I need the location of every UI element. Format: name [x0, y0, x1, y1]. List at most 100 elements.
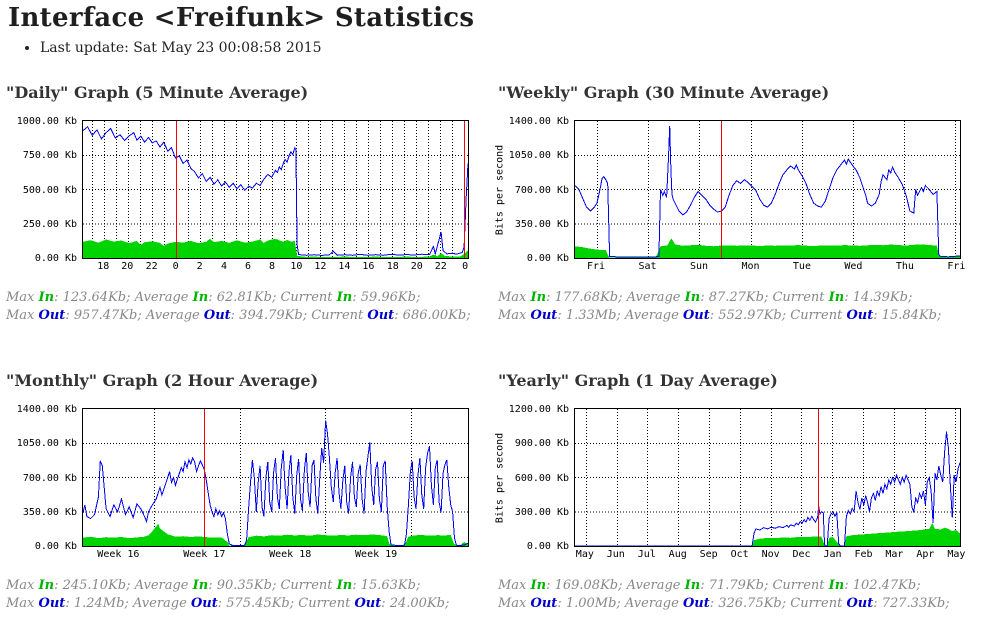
last-update-text: Last update: Sat May 23 00:08:58 2015 — [40, 40, 990, 56]
yearly-y-axis-labels: 1200.00 Kb 900.00 Kb 600.00 Kb 300.00 Kb 0.0… — [508, 404, 574, 552]
y-tick-label: 1400.00 Kb — [508, 116, 569, 128]
stat-out-word: Out — [682, 308, 710, 324]
stat-in-word: In — [336, 578, 353, 594]
panel-yearly: "Yearly" Graph (1 Day Average) Bits per … — [492, 344, 990, 632]
x-tick-label: Fri — [587, 261, 606, 273]
daily-y-axis-labels: 1000.00 Kb 750.00 Kb 500.00 Kb 250.00 Kb 0.0… — [0, 116, 82, 264]
x-tick-label: Oct — [730, 549, 749, 561]
y-tick-label: 900.00 Kb — [514, 438, 569, 450]
monthly-x-axis-labels: Week 16 Week 17 Week 18 Week 19 — [82, 549, 469, 564]
x-tick-label: 20 — [410, 261, 423, 273]
x-tick-label: 16 — [362, 261, 375, 273]
panel-weekly: "Weekly" Graph (30 Minute Average) Bits … — [492, 56, 990, 344]
stat-out-word: Out — [203, 308, 231, 324]
yearly-x-axis-labels: May Jun Jul Aug Sep Oct Nov Dec Jan Feb Mar Apr May — [574, 549, 966, 564]
y-tick-label: 250.00 Kb — [22, 218, 77, 230]
x-tick-label: Week 18 — [269, 549, 312, 561]
x-tick-label: 20 — [121, 261, 134, 273]
daily-graph-image: 1000.00 Kb 750.00 Kb 500.00 Kb 250.00 Kb 0.0… — [0, 116, 492, 276]
stat-out-word: Out — [530, 308, 558, 324]
stat-out-word: Out — [530, 596, 558, 612]
x-tick-label: Sep — [699, 549, 718, 561]
monthly-y-axis-labels: 1400.00 Kb 1050.00 Kb 700.00 Kb 350.00 Kb 0.… — [0, 404, 82, 552]
daily-stats-out: Max Out: 957.47Kb; Average Out: 394.79Kb… — [6, 308, 471, 324]
x-tick-label: Fri — [947, 261, 966, 273]
x-tick-label: Jun — [606, 549, 625, 561]
panel-monthly: "Monthly" Graph (2 Hour Average) 1400.00… — [0, 344, 492, 632]
x-tick-label: Week 16 — [97, 549, 140, 561]
weekly-stats-in: Max In: 177.68Kb; Average In: 87.27Kb; C… — [498, 290, 913, 306]
y-tick-label: 700.00 Kb — [22, 472, 77, 484]
x-tick-label: 12 — [314, 261, 327, 273]
monthly-plot-area — [82, 408, 469, 548]
stat-out-word: Out — [38, 596, 66, 612]
daily-stats: Max In: 123.64Kb; Average In: 62.81Kb; C… — [6, 289, 492, 325]
x-tick-label: Nov — [761, 549, 780, 561]
stat-in-word: In — [828, 578, 845, 594]
weekly-x-axis-labels: Fri Sat Sun Mon Tue Wed Thu Fri — [574, 261, 965, 276]
monthly-graph-image: 1400.00 Kb 1050.00 Kb 700.00 Kb 350.00 Kb 0.… — [0, 404, 492, 564]
weekly-stats: Max In: 177.68Kb; Average In: 87.27Kb; C… — [498, 289, 990, 325]
y-tick-label: 500.00 Kb — [22, 184, 77, 196]
y-tick-label: 350.00 Kb — [22, 506, 77, 518]
x-tick-label: Mar — [885, 549, 904, 561]
weekly-plot-area — [574, 120, 961, 260]
y-tick-label: 350.00 Kb — [514, 218, 569, 230]
yearly-stats-out: Max Out: 1.00Mb; Average Out: 326.75Kb; … — [498, 596, 950, 612]
x-tick-label: Feb — [854, 549, 873, 561]
x-tick-label: 4 — [221, 261, 228, 273]
yearly-plot-area — [574, 408, 961, 548]
x-tick-label: Thu — [895, 261, 914, 273]
panel-daily: "Daily" Graph (5 Minute Average) 1000.00… — [0, 56, 492, 344]
x-tick-label: 14 — [338, 261, 351, 273]
y-tick-label: 0.00 Kb — [34, 253, 77, 265]
stat-out-word: Out — [846, 596, 874, 612]
weekly-stats-out: Max Out: 1.33Mb; Average Out: 552.97Kb; … — [498, 308, 942, 324]
monthly-stats: Max In: 245.10Kb; Average In: 90.35Kb; C… — [6, 577, 492, 613]
monthly-stats-out: Max Out: 1.24Mb; Average Out: 575.45Kb; … — [6, 596, 450, 612]
y-tick-label: 0.00 Kb — [526, 541, 569, 553]
yearly-graph-title: "Yearly" Graph (1 Day Average) — [498, 371, 778, 390]
stat-in-word: In — [192, 578, 209, 594]
x-tick-label: 6 — [245, 261, 252, 273]
graphs-grid: "Daily" Graph (5 Minute Average) 1000.00… — [0, 56, 990, 632]
daily-stats-in: Max In: 123.64Kb; Average In: 62.81Kb; C… — [6, 290, 421, 306]
x-tick-label: May — [575, 549, 594, 561]
stat-in-word: In — [192, 290, 209, 306]
stat-out-word: Out — [846, 308, 874, 324]
daily-x-axis-labels: 18 20 22 0 2 4 6 8 10 12 14 16 18 20 22 0 — [82, 261, 469, 276]
x-tick-label: 18 — [386, 261, 399, 273]
x-tick-label: 2 — [196, 261, 203, 273]
yearly-stats-in: Max In: 169.08Kb; Average In: 71.79Kb; C… — [498, 578, 921, 594]
stat-out-word: Out — [190, 596, 218, 612]
x-tick-label: May — [947, 549, 966, 561]
x-tick-label: 22 — [434, 261, 447, 273]
update-list: Last update: Sat May 23 00:08:58 2015 — [0, 40, 990, 56]
x-tick-label: Sat — [638, 261, 657, 273]
yearly-graph-image: Bits per second 1200.00 Kb 900.00 Kb 600.0… — [492, 404, 990, 564]
x-tick-label: Jan — [823, 549, 842, 561]
y-tick-label: 1050.00 Kb — [508, 150, 569, 162]
stat-in-word: In — [336, 290, 353, 306]
x-tick-label: 18 — [97, 261, 110, 273]
daily-graph-title: "Daily" Graph (5 Minute Average) — [6, 83, 309, 102]
stat-in-word: In — [684, 290, 701, 306]
yearly-y-axis-title: Bits per second — [494, 432, 506, 523]
y-tick-label: 600.00 Kb — [514, 472, 569, 484]
x-tick-label: Tue — [792, 261, 811, 273]
y-tick-label: 1050.00 Kb — [16, 438, 77, 450]
x-tick-label: Jul — [637, 549, 656, 561]
x-tick-label: Mon — [741, 261, 760, 273]
stat-in-word: In — [38, 290, 55, 306]
x-tick-label: Sun — [689, 261, 709, 273]
stat-in-word: In — [38, 578, 55, 594]
y-tick-label: 1200.00 Kb — [508, 404, 569, 416]
x-tick-label: Apr — [916, 549, 935, 561]
y-tick-label: 1000.00 Kb — [16, 116, 77, 128]
stat-in-word: In — [530, 290, 547, 306]
stat-out-word: Out — [38, 308, 66, 324]
page-title: Interface <Freifunk> Statistics — [8, 3, 475, 33]
y-tick-label: 0.00 Kb — [526, 253, 569, 265]
y-tick-label: 700.00 Kb — [514, 184, 569, 196]
yearly-stats: Max In: 169.08Kb; Average In: 71.79Kb; C… — [498, 577, 990, 613]
